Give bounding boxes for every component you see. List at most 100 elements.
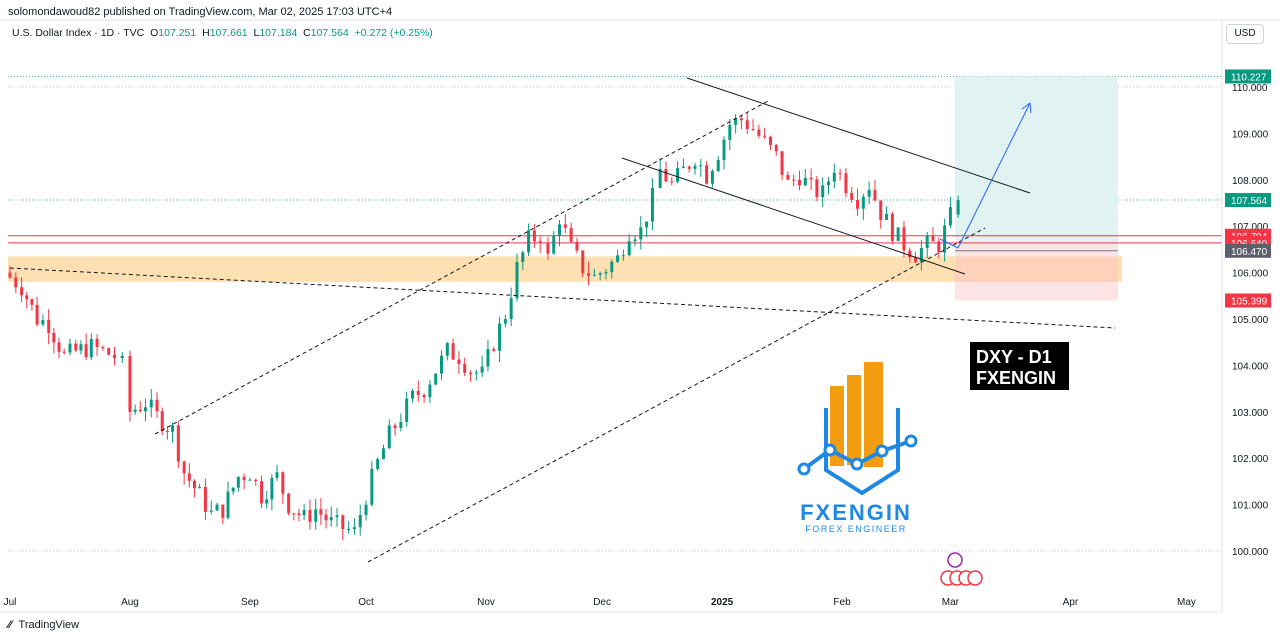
drawing-zones [8, 76, 1222, 301]
price-label-tag [1225, 193, 1271, 208]
candle-body [558, 224, 562, 236]
descending-channel-top[interactable] [686, 77, 1031, 194]
candle-body [393, 425, 397, 429]
candle-body [182, 461, 186, 474]
last-candle-body [956, 200, 960, 215]
candle-body [914, 257, 918, 263]
candle-body [95, 338, 99, 348]
x-tick-label: Apr [1063, 597, 1079, 608]
candle-body [563, 224, 567, 228]
candle-body [610, 261, 614, 272]
y-tick-label: 101.000 [1232, 501, 1269, 512]
x-tick-label: Mar [942, 597, 960, 608]
candle-body [633, 239, 637, 242]
close-value: 107.564 [310, 27, 349, 39]
y-tick-label: 107.000 [1232, 222, 1269, 233]
close-label: C [303, 27, 311, 39]
candle-body [101, 347, 105, 349]
candle-body [498, 323, 502, 351]
candle-body [236, 477, 240, 488]
candle-body [728, 124, 732, 140]
candle-body [107, 348, 111, 355]
candle-body [681, 166, 685, 169]
candle-body [716, 160, 720, 171]
candle-body [948, 207, 952, 226]
candle-body [509, 298, 513, 320]
candle-body [885, 213, 889, 220]
candle-body [710, 170, 714, 184]
candle-body [324, 514, 328, 521]
title-line-1: DXY - D1 [976, 347, 1052, 367]
currency-button[interactable]: USD [1226, 24, 1264, 44]
candle-body [270, 477, 274, 500]
candle-body [670, 181, 674, 183]
open-value: 107.251 [158, 27, 197, 39]
candle-body [335, 515, 339, 518]
x-tick-label: Nov [477, 597, 495, 608]
descending-channel-bottom[interactable] [621, 157, 966, 275]
channel-lower-dashed[interactable] [367, 227, 986, 563]
candle-body [165, 431, 169, 433]
candle-body [347, 528, 351, 530]
candle-body [821, 185, 825, 198]
candle-body [248, 479, 252, 481]
long-target-zone[interactable] [955, 76, 1118, 243]
candle-body [832, 172, 836, 182]
projection-arrow[interactable] [957, 102, 1031, 249]
candle-body [627, 241, 631, 256]
candle-body [422, 394, 426, 398]
candle-body [275, 472, 279, 478]
symbol-name[interactable]: U.S. Dollar Index · 1D · TVC [12, 27, 145, 39]
candle-body [856, 199, 860, 209]
candle-body [786, 175, 790, 180]
candle-body [587, 273, 591, 276]
publisher-line: solomondawoud82 published on TradingView… [8, 6, 393, 18]
long-dashed-trendline[interactable] [9, 267, 1116, 329]
candle-body [308, 510, 312, 522]
candle-body [592, 274, 596, 276]
candle-body [931, 235, 935, 242]
candle-body [242, 477, 246, 481]
low-value: 107.184 [259, 27, 298, 39]
candle-body [187, 473, 191, 481]
candle-body [621, 255, 625, 257]
candle-body [287, 493, 291, 514]
candle-body [138, 409, 142, 412]
x-tick-label: 2025 [711, 597, 734, 608]
high-value: 107.661 [209, 27, 248, 39]
us-flag-event-icon[interactable] [967, 570, 983, 586]
candle-body [734, 118, 738, 125]
candle-body [598, 273, 602, 275]
candle-body [329, 517, 333, 521]
tradingview-logo-icon[interactable]: ⁄⁄ [8, 619, 12, 631]
fxengin-logo-icon [797, 362, 918, 496]
candle-body [445, 343, 449, 356]
time-axis[interactable]: Jul Aug Sep Oct Nov Dec 2025 Feb Mar Apr May [4, 597, 1196, 608]
candle-body [281, 472, 285, 494]
lightning-event-icon[interactable] [947, 552, 963, 568]
x-tick-label: Dec [593, 597, 611, 608]
y-tick-label: 103.000 [1232, 408, 1269, 419]
candle-body [14, 277, 18, 288]
candle-body [792, 179, 796, 181]
y-tick-label: 108.000 [1232, 176, 1269, 187]
price-axis[interactable]: 100.000 101.000 102.000 103.000 104.000 105.0… [1225, 69, 1271, 558]
channel-upper-dashed[interactable] [154, 99, 771, 435]
footer: ⁄⁄ TradingView [8, 619, 79, 631]
candle-body [128, 355, 132, 412]
candle-body [254, 479, 258, 482]
projection-arrow-start [939, 238, 959, 249]
candle-body [469, 372, 473, 374]
x-tick-label: Jul [4, 597, 17, 608]
candle-body [410, 390, 414, 399]
candle-body [890, 213, 894, 241]
candle-body [341, 515, 345, 530]
candle-body [908, 250, 912, 258]
candle-body [47, 320, 51, 334]
x-tick-label: Oct [358, 597, 374, 608]
candle-body [844, 173, 848, 193]
candle-body [768, 136, 772, 145]
support-zone[interactable] [8, 256, 1122, 282]
